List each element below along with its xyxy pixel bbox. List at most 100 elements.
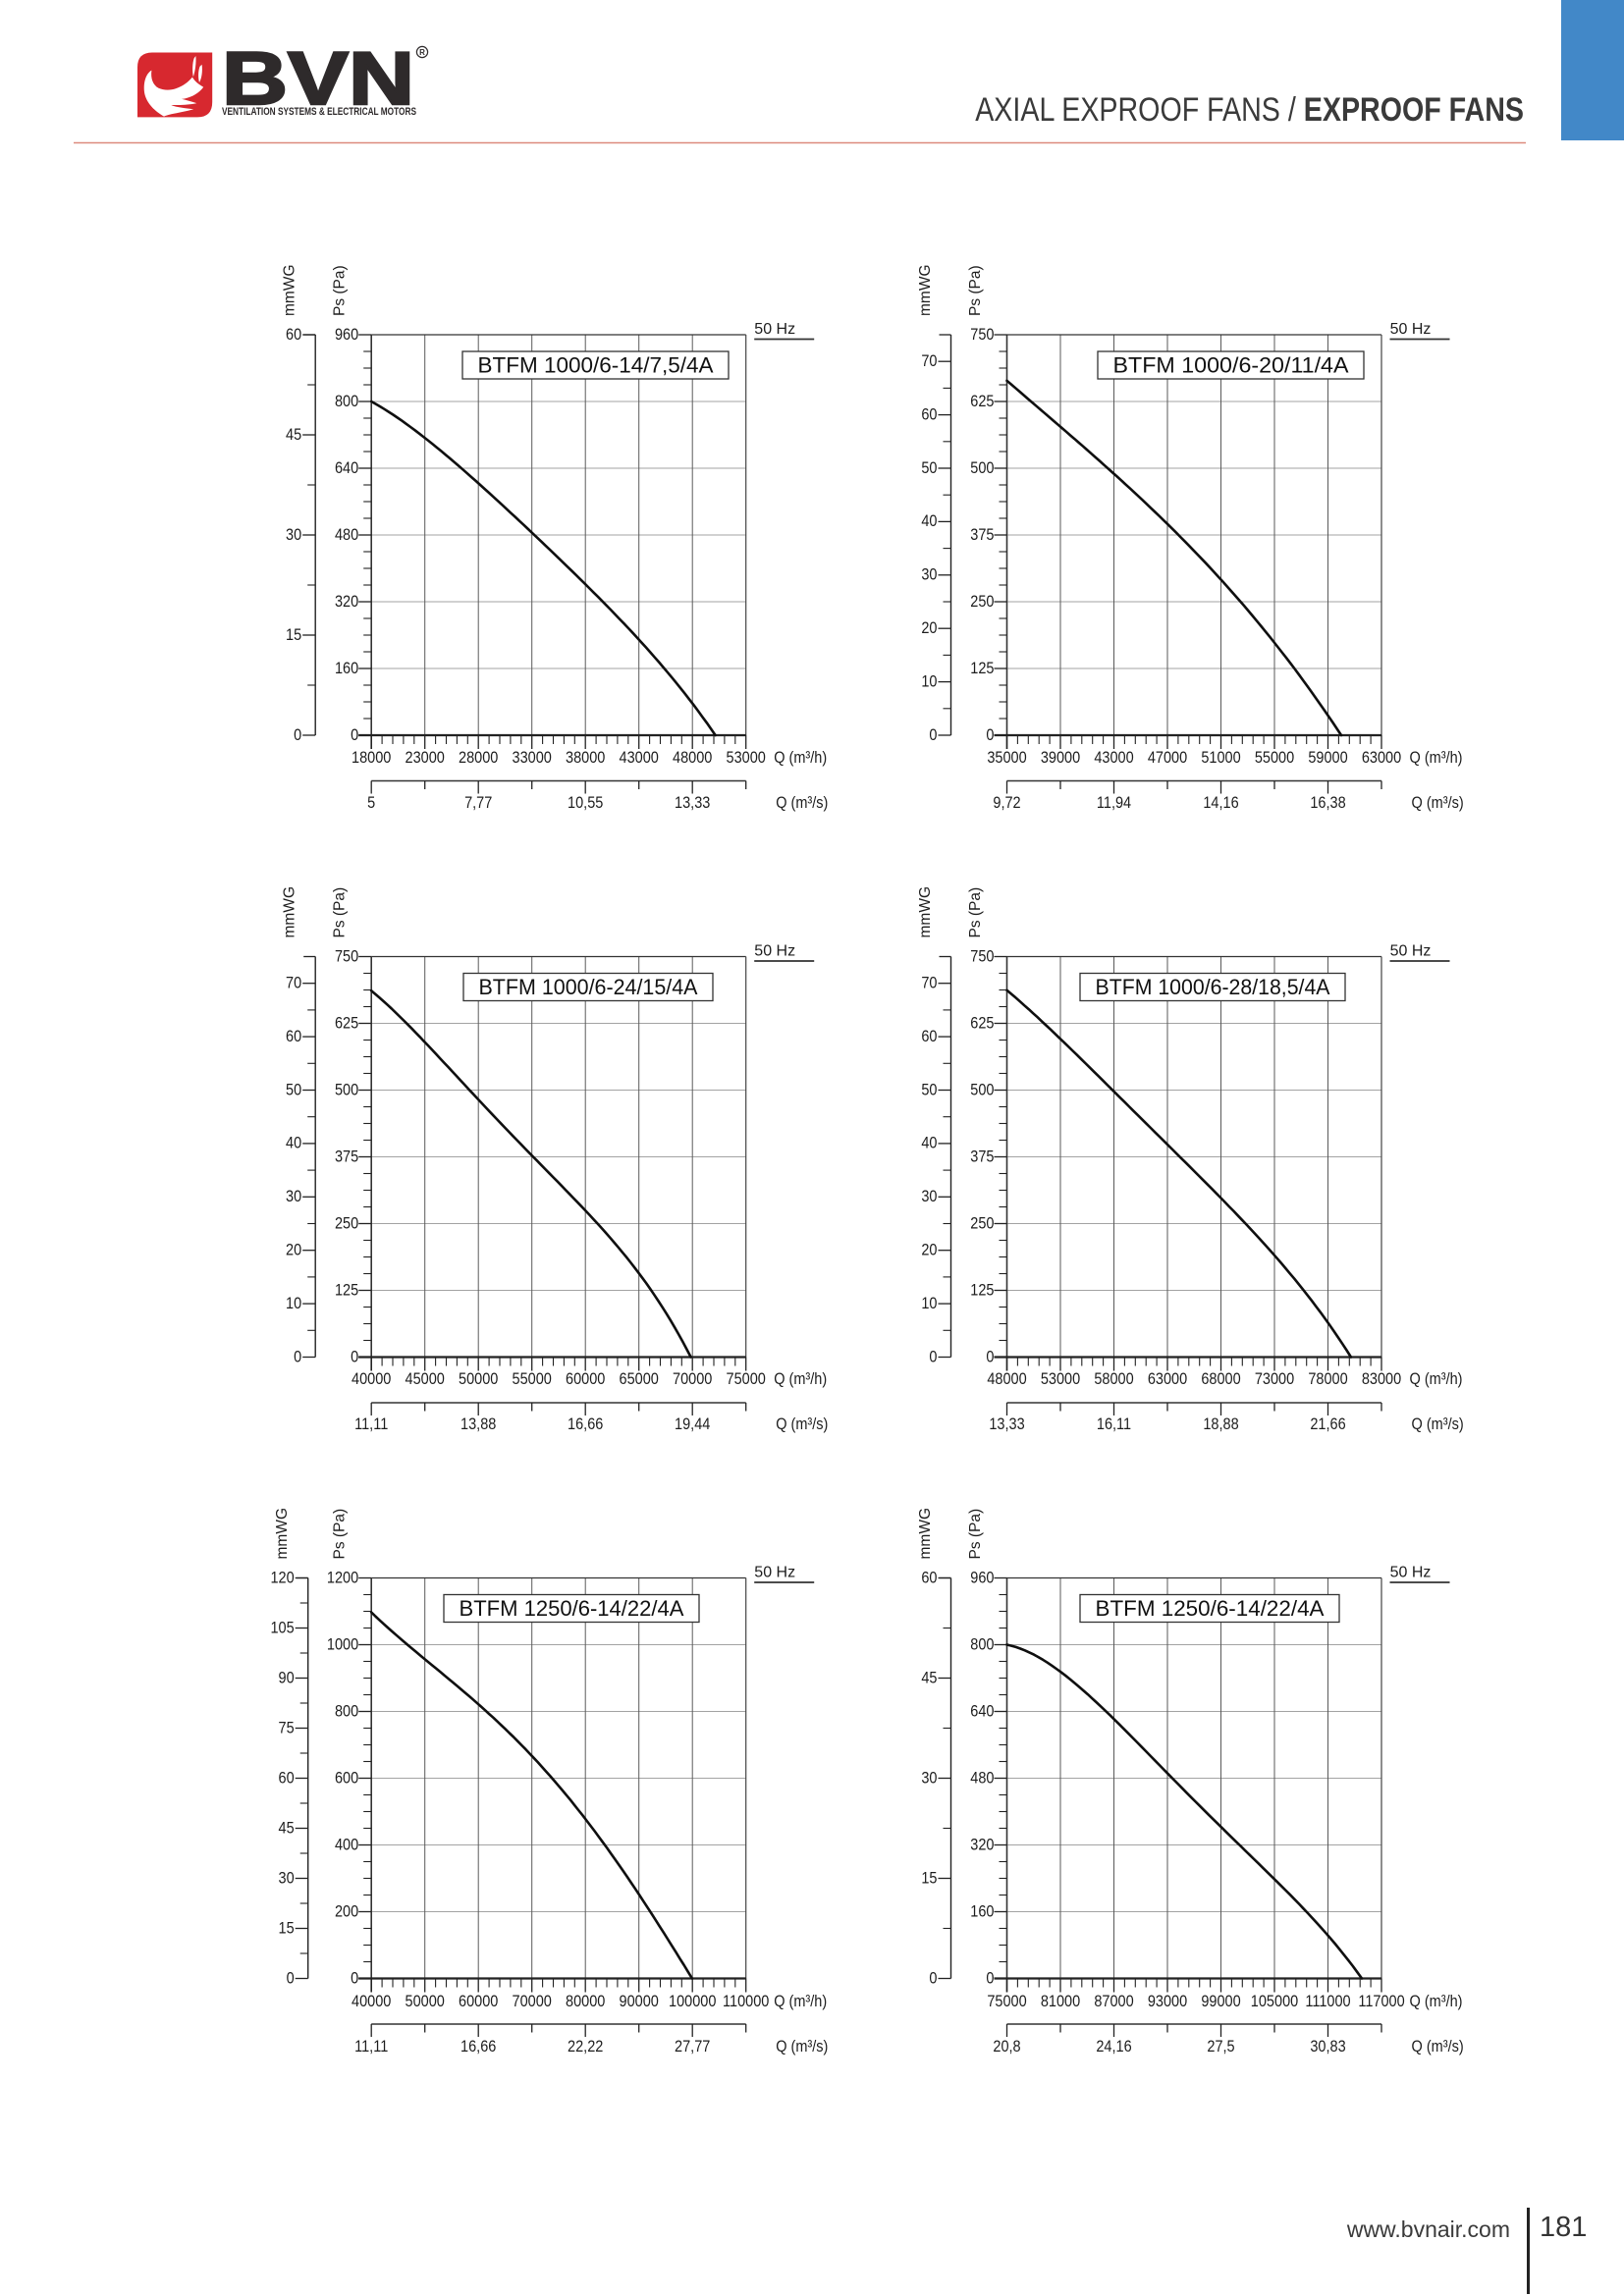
svg-text:375: 375 [970, 526, 994, 544]
svg-text:160: 160 [335, 660, 359, 677]
svg-text:50 Hz: 50 Hz [1390, 943, 1432, 960]
svg-text:20: 20 [921, 619, 937, 637]
svg-text:BTFM 1000/6-14/7,5/4A: BTFM 1000/6-14/7,5/4A [478, 353, 714, 378]
svg-text:20: 20 [286, 1242, 301, 1259]
svg-text:70: 70 [921, 352, 937, 370]
svg-text:Q (m³/h): Q (m³/h) [1410, 1370, 1463, 1388]
svg-text:14,16: 14,16 [1203, 794, 1238, 812]
svg-text:28000: 28000 [459, 749, 499, 767]
svg-text:59000: 59000 [1308, 749, 1348, 767]
svg-text:160: 160 [970, 1902, 995, 1920]
svg-text:18000: 18000 [352, 749, 392, 767]
svg-text:50 Hz: 50 Hz [1390, 1565, 1432, 1581]
svg-text:75000: 75000 [727, 1370, 767, 1388]
svg-text:117000: 117000 [1358, 1993, 1405, 2010]
svg-text:81000: 81000 [1041, 1993, 1081, 2010]
svg-text:Ps (Pa): Ps (Pa) [332, 265, 349, 316]
svg-text:7,77: 7,77 [464, 794, 492, 812]
svg-text:30: 30 [921, 1769, 937, 1787]
svg-text:63000: 63000 [1148, 1370, 1188, 1388]
svg-text:60: 60 [286, 1028, 301, 1045]
svg-text:99000: 99000 [1201, 1993, 1241, 2010]
svg-text:75: 75 [279, 1719, 295, 1736]
svg-text:30: 30 [286, 526, 301, 544]
svg-text:125: 125 [970, 660, 994, 677]
svg-text:Q (m³/s): Q (m³/s) [1412, 794, 1464, 812]
svg-text:15: 15 [921, 1869, 937, 1887]
svg-text:10: 10 [921, 1295, 937, 1312]
svg-text:27,77: 27,77 [675, 2038, 710, 2056]
svg-text:70000: 70000 [513, 1993, 553, 2010]
svg-text:mmWG: mmWG [917, 264, 934, 316]
svg-text:Q (m³/s): Q (m³/s) [1412, 2038, 1464, 2056]
svg-text:480: 480 [335, 526, 359, 544]
svg-text:60: 60 [921, 406, 937, 424]
svg-text:53000: 53000 [727, 749, 767, 767]
svg-text:50: 50 [921, 1081, 937, 1098]
svg-text:30,83: 30,83 [1310, 2038, 1345, 2056]
svg-text:60: 60 [279, 1769, 295, 1787]
svg-text:70: 70 [286, 975, 301, 992]
svg-text:600: 600 [335, 1769, 359, 1787]
svg-text:15: 15 [279, 1919, 295, 1937]
svg-text:320: 320 [970, 1836, 995, 1853]
svg-text:181: 181 [1540, 2212, 1587, 2243]
svg-text:19,44: 19,44 [675, 1415, 711, 1433]
svg-text:38000: 38000 [566, 749, 606, 767]
svg-text:Q (m³/h): Q (m³/h) [774, 749, 827, 767]
svg-text:60: 60 [286, 326, 301, 344]
svg-text:0: 0 [351, 1969, 358, 1987]
svg-text:Q (m³/h): Q (m³/h) [1410, 1993, 1463, 2010]
svg-text:30: 30 [921, 566, 937, 584]
svg-text:18,88: 18,88 [1203, 1415, 1238, 1433]
svg-text:0: 0 [929, 1969, 937, 1987]
svg-text:750: 750 [970, 947, 995, 965]
svg-text:0: 0 [351, 1348, 358, 1365]
svg-text:mmWG: mmWG [917, 886, 934, 938]
svg-text:800: 800 [970, 1635, 995, 1653]
svg-text:Q (m³/s): Q (m³/s) [776, 794, 828, 812]
svg-text:250: 250 [335, 1214, 359, 1232]
svg-text:11,11: 11,11 [354, 2038, 388, 2056]
svg-text:120: 120 [270, 1569, 295, 1586]
svg-text:30: 30 [279, 1869, 295, 1887]
svg-text:43000: 43000 [620, 749, 660, 767]
svg-text:55000: 55000 [513, 1370, 553, 1388]
svg-text:Q (m³/s): Q (m³/s) [776, 2038, 828, 2056]
svg-text:13,88: 13,88 [460, 1415, 496, 1433]
svg-text:16,66: 16,66 [460, 2038, 496, 2056]
svg-text:10,55: 10,55 [568, 794, 603, 812]
svg-text:200: 200 [335, 1902, 359, 1920]
svg-text:625: 625 [970, 393, 994, 410]
svg-text:mmWG: mmWG [282, 264, 298, 316]
svg-text:100000: 100000 [669, 1993, 717, 2010]
svg-text:111000: 111000 [1305, 1993, 1351, 2010]
svg-text:50 Hz: 50 Hz [1390, 321, 1432, 338]
svg-text:105: 105 [270, 1619, 294, 1636]
svg-text:21,66: 21,66 [1310, 1415, 1345, 1433]
svg-text:50 Hz: 50 Hz [754, 1565, 795, 1581]
svg-text:45: 45 [286, 426, 301, 444]
svg-text:Ps (Pa): Ps (Pa) [967, 887, 984, 938]
svg-text:R: R [419, 48, 425, 57]
svg-text:30: 30 [286, 1188, 301, 1205]
svg-text:VENTILATION SYSTEMS & ELECTRIC: VENTILATION SYSTEMS & ELECTRICAL MOTORS [222, 106, 416, 118]
svg-text:mmWG: mmWG [282, 886, 298, 938]
svg-text:33000: 33000 [513, 749, 553, 767]
svg-text:50000: 50000 [406, 1993, 446, 2010]
svg-text:60000: 60000 [566, 1370, 606, 1388]
svg-text:0: 0 [986, 726, 994, 744]
svg-text:50 Hz: 50 Hz [754, 321, 795, 338]
svg-text:90: 90 [279, 1669, 295, 1686]
svg-text:400: 400 [335, 1836, 359, 1853]
svg-text:www.bvnair.com: www.bvnair.com [1346, 2216, 1510, 2242]
svg-text:87000: 87000 [1094, 1993, 1134, 2010]
svg-text:24,16: 24,16 [1096, 2038, 1131, 2056]
svg-text:50 Hz: 50 Hz [754, 943, 795, 960]
svg-text:105000: 105000 [1251, 1993, 1299, 2010]
svg-text:625: 625 [970, 1014, 994, 1032]
svg-text:60: 60 [921, 1569, 937, 1586]
svg-text:BTFM 1250/6-14/22/4A: BTFM 1250/6-14/22/4A [460, 1596, 684, 1621]
svg-text:125: 125 [335, 1281, 358, 1299]
svg-text:60000: 60000 [459, 1993, 499, 2010]
